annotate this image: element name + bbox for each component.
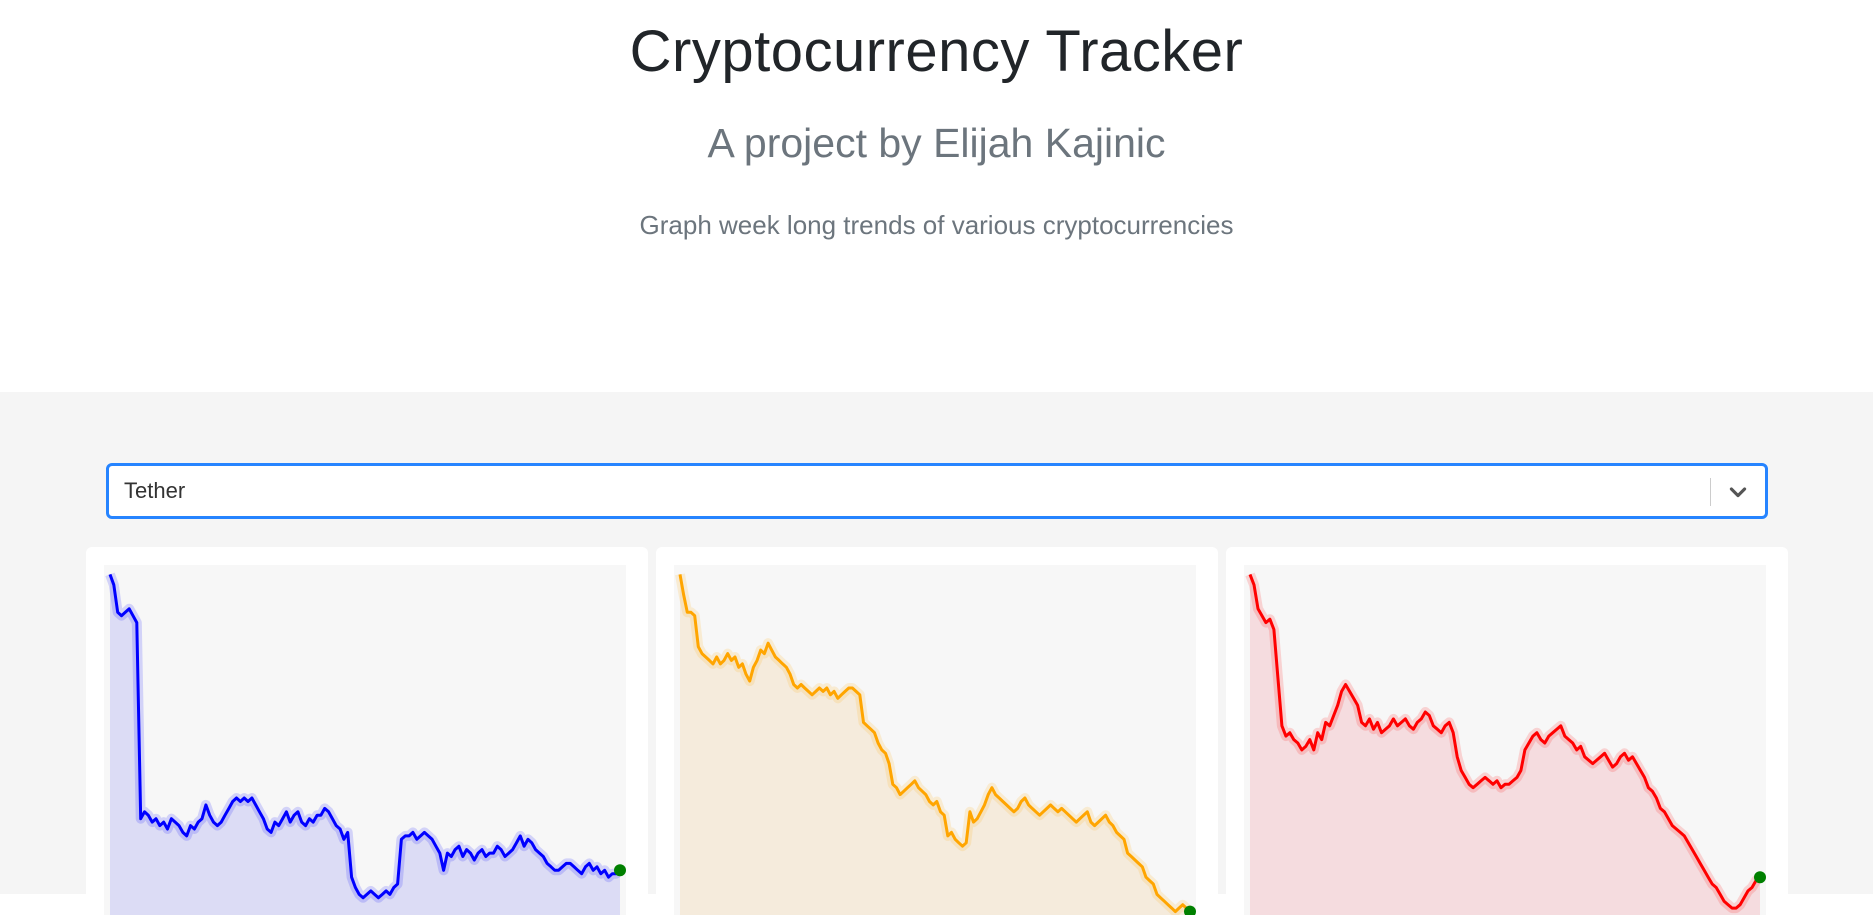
chart-series-line [1248,573,1761,910]
main-content: Tether [0,392,1873,915]
price-chart [104,565,626,915]
chart-series-line [678,574,1192,914]
chart-area-fill [110,574,620,915]
crypto-select[interactable]: Tether [106,463,1768,519]
price-chart [674,565,1196,915]
price-chart [1244,565,1766,915]
page-tagline: Graph week long trends of various crypto… [639,210,1234,240]
select-indicator-separator [1710,478,1711,506]
crypto-select-value: Tether [124,478,186,503]
chart-card [656,547,1218,915]
page-title: Cryptocurrency Tracker [629,19,1244,84]
chart-end-marker [1754,871,1766,884]
page-subtitle: A project by Elijah Kajinic [707,120,1166,166]
hero-header: Cryptocurrency Tracker A project by Elij… [0,0,1873,392]
chart-card [1226,547,1788,915]
chart-area-fill [1250,574,1760,915]
chevron-down-icon[interactable] [1726,480,1750,504]
chart-area-fill [680,574,1190,915]
chart-card [86,547,648,915]
chart-end-marker [614,864,626,877]
